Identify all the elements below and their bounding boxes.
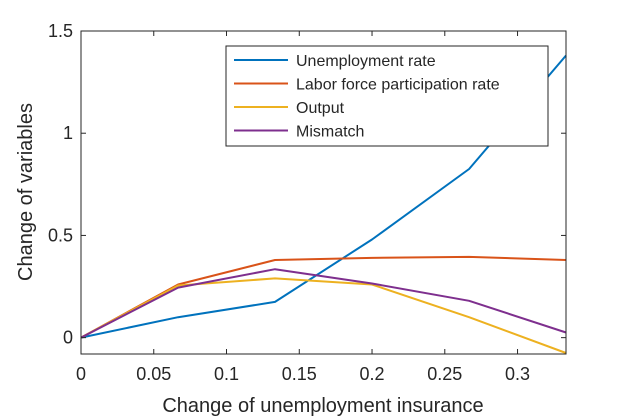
x-tick-label: 0 bbox=[76, 364, 86, 384]
legend-box bbox=[225, 45, 549, 147]
tick-layer: 0 0.05 0.1 0.15 0.2 0.25 0.3 0 0.5 1 1.5 bbox=[48, 21, 566, 384]
y-axis-label: Change of variables bbox=[15, 103, 37, 281]
series-line-3 bbox=[80, 268, 567, 339]
plot-frame bbox=[80, 30, 567, 355]
series-layer bbox=[80, 54, 567, 354]
legend-entry-2: Output bbox=[296, 100, 345, 117]
y-tick-label: 0 bbox=[63, 328, 73, 348]
x-tick-label: 0.05 bbox=[136, 364, 171, 384]
legend-entry-3: Mismatch bbox=[296, 124, 364, 141]
x-tick-label: 0.25 bbox=[427, 364, 462, 384]
x-axis-label: Change of unemployment insurance bbox=[162, 395, 483, 417]
x-tick-label: 0.3 bbox=[505, 364, 530, 384]
series-line-0 bbox=[80, 54, 567, 339]
legend-entry-1: Labor force participation rate bbox=[296, 77, 500, 94]
y-tick-label: 0.5 bbox=[48, 225, 73, 245]
legend: Unemployment rate Labor force participati… bbox=[225, 45, 549, 147]
y-tick-label: 1 bbox=[63, 123, 73, 143]
legend-entry-0: Unemployment rate bbox=[296, 53, 436, 70]
x-tick-label: 0.2 bbox=[360, 364, 385, 384]
x-tick-label: 0.15 bbox=[282, 364, 317, 384]
x-tick-label: 0.1 bbox=[214, 364, 239, 384]
series-line-2 bbox=[80, 277, 567, 354]
y-tick-label: 1.5 bbox=[48, 21, 73, 41]
